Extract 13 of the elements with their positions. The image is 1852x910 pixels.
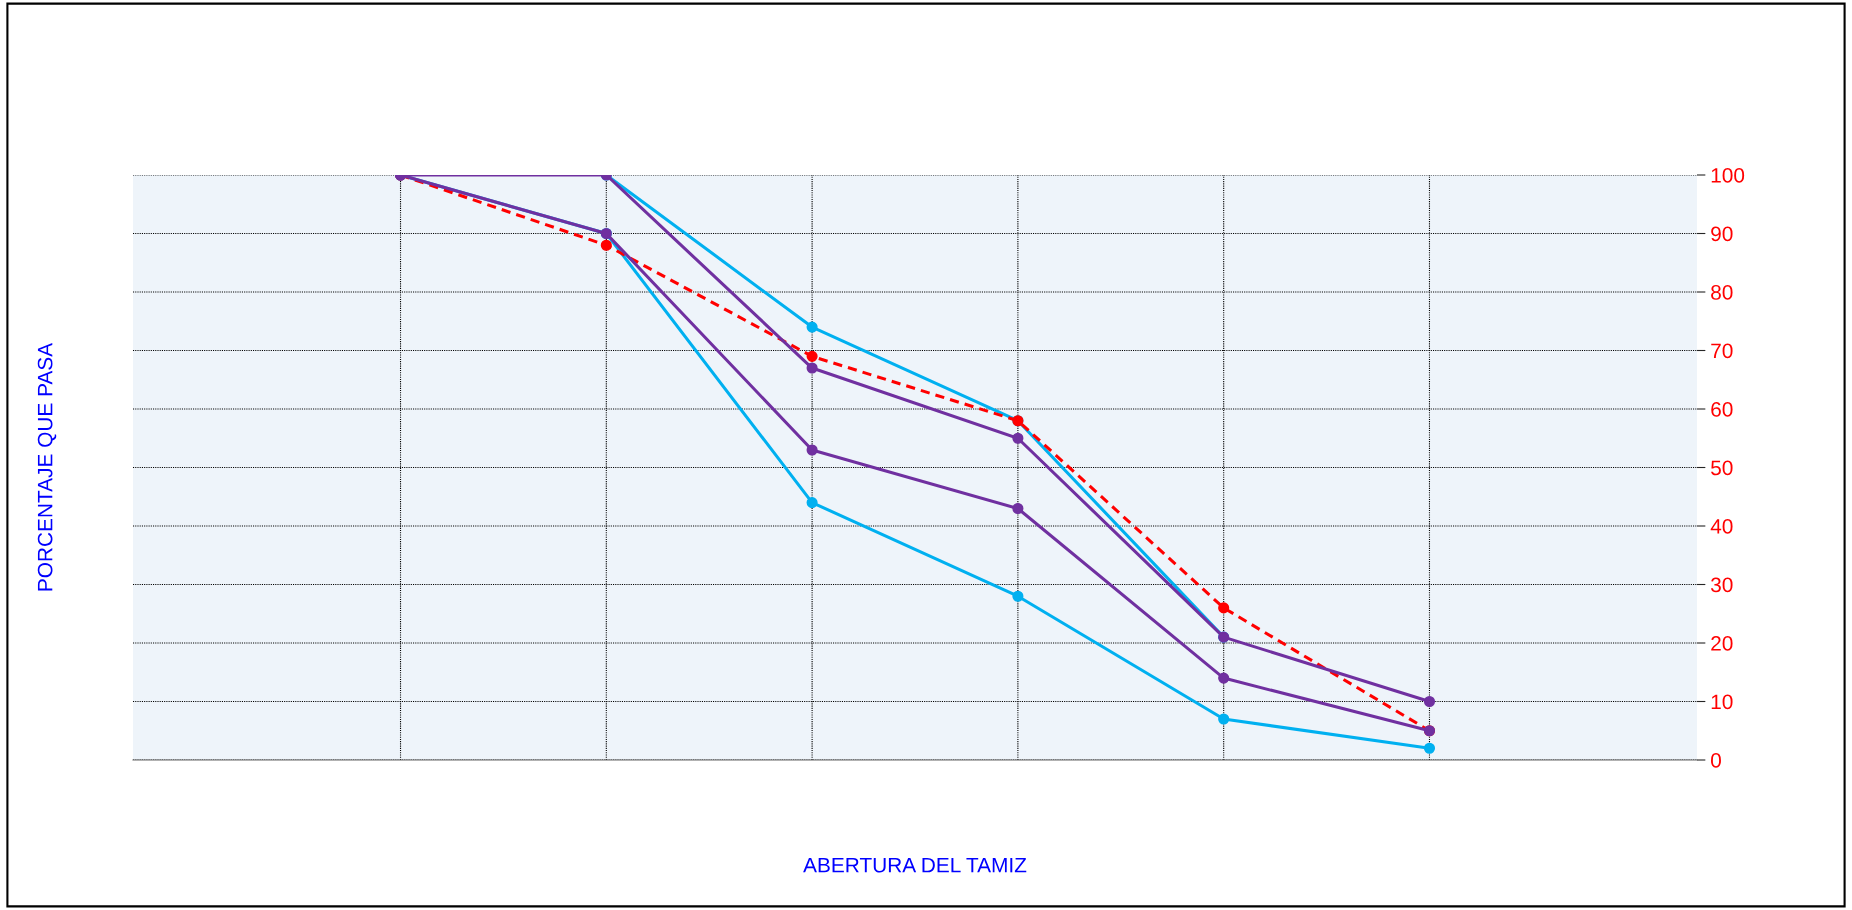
x-axis-title: ABERTURA DEL TAMIZ	[803, 857, 1027, 873]
y-tick-label: 30	[1710, 577, 1733, 593]
y-tick-label: 50	[1711, 460, 1733, 476]
y-tick-label: 70	[1711, 343, 1733, 359]
y-tick-label: 100	[1711, 168, 1745, 183]
y-tick-label: 40	[1710, 519, 1733, 534]
y-tick-label: 60	[1711, 402, 1733, 417]
y-tick-label: 90	[1711, 226, 1733, 242]
y-tick-label: 10	[1711, 694, 1733, 710]
y-tick-label: 0	[1711, 753, 1721, 768]
y-tick-label: 20	[1711, 636, 1733, 651]
y-tick-label: 80	[1711, 285, 1733, 300]
y-axis-title: PORCENTAJE QUE PASA	[37, 342, 57, 591]
